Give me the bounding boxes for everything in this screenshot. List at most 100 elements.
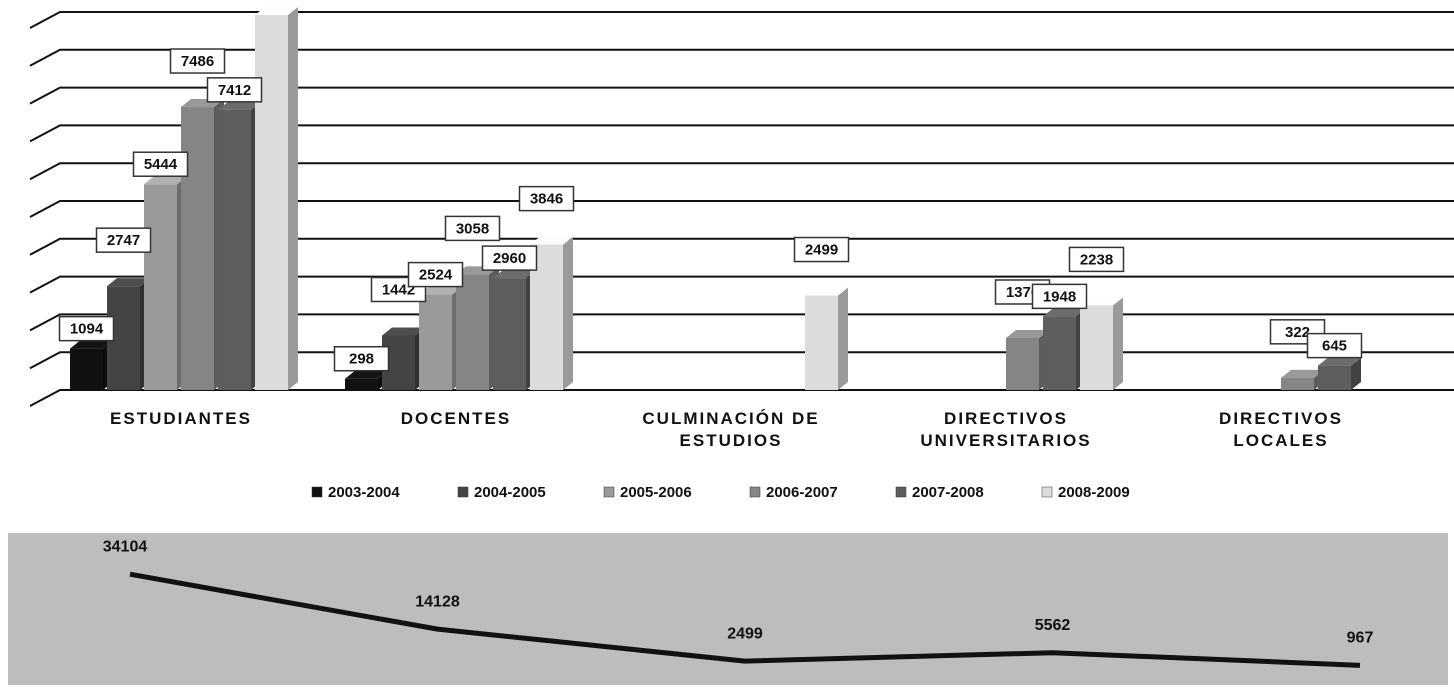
value-label: 322: [1285, 324, 1310, 341]
bar-top: [144, 176, 187, 185]
bar: [255, 14, 288, 390]
value-label: 645: [1322, 338, 1347, 355]
bar-top: [530, 236, 573, 245]
legend-swatch: [457, 486, 469, 498]
value-label: 34104: [103, 538, 148, 555]
legend-label: 2005-2006: [620, 484, 692, 501]
value-label: 7412: [218, 82, 251, 99]
value-label: 7486: [181, 53, 214, 70]
grid-line: [29, 237, 1454, 256]
bar: [419, 294, 452, 390]
bar-top: [1043, 308, 1086, 317]
bar-top: [382, 327, 425, 336]
bar: [1318, 365, 1351, 390]
value-label-box: [1306, 332, 1363, 359]
value-label-box: [518, 185, 575, 212]
value-label-box: [333, 345, 390, 372]
legend-swatch: [1041, 486, 1053, 498]
bar: [144, 184, 177, 390]
bar-side: [1351, 357, 1361, 390]
value-label: 5562: [1035, 617, 1071, 634]
legend-swatch: [895, 486, 907, 498]
value-label: 3846: [530, 191, 563, 208]
grid-line: [29, 48, 1454, 67]
bar-top: [218, 101, 261, 110]
bar: [1080, 305, 1113, 390]
value-label-box: [206, 77, 263, 103]
grid-line: [29, 162, 1454, 181]
x-tick-label: ESTUDIANTES: [110, 409, 252, 428]
grid-line: [29, 11, 1454, 29]
bar: [1006, 337, 1039, 390]
bar-top: [70, 340, 113, 349]
bar: [1043, 316, 1076, 390]
legend-label: 2003-2004: [328, 484, 400, 501]
value-label: 1948: [1043, 288, 1076, 305]
legend-swatch: [311, 486, 323, 498]
bar: [345, 378, 378, 390]
grid-line: [29, 200, 1454, 218]
legend-label: 2007-2008: [912, 484, 984, 501]
value-label-box: [793, 236, 850, 263]
bar: [1281, 377, 1314, 390]
value-label-box: [407, 261, 464, 288]
bar: [218, 109, 251, 390]
value-label-box: [132, 151, 189, 177]
bar: [181, 107, 214, 390]
x-tick-label: DIRECTIVOS LOCALES: [1219, 409, 1343, 450]
bar-top: [805, 287, 848, 296]
bar-top: [255, 6, 298, 15]
bar: [456, 274, 489, 390]
value-label: 3058: [456, 220, 489, 237]
legend-swatch: [749, 486, 761, 498]
value-label: 2499: [805, 242, 838, 259]
value-label-box: [481, 245, 538, 271]
grid-line: [29, 124, 1454, 143]
x-tick-label: DOCENTES: [400, 409, 512, 428]
value-label: 298: [349, 351, 374, 368]
grid-line: [29, 86, 1454, 105]
bar: [493, 278, 526, 390]
legend-label: 2004-2005: [474, 484, 546, 501]
legend-label: 2006-2007: [766, 484, 838, 501]
bar-side: [1113, 297, 1123, 390]
value-label: 2238: [1080, 251, 1113, 268]
grid-line: [29, 389, 1454, 407]
value-label-box: [1068, 246, 1125, 273]
bar-top: [1080, 297, 1123, 306]
x-tick-label: DIRECTIVOS UNIVERSITARIOS: [920, 409, 1092, 450]
line: [129, 571, 1361, 668]
value-label-box: [95, 227, 152, 253]
value-label: 1376: [1006, 284, 1039, 301]
bar: [70, 348, 103, 390]
value-label: 2524: [419, 267, 453, 284]
value-label: 2747: [107, 232, 140, 249]
bar: [805, 295, 838, 390]
bar-side: [288, 6, 298, 390]
value-label-box: [58, 315, 115, 342]
bar-side: [563, 236, 573, 390]
value-label-box: [1031, 283, 1088, 310]
legend-label: 2008-2009: [1058, 484, 1130, 501]
value-label-box: [169, 48, 226, 74]
value-label: 967: [1347, 630, 1374, 647]
value-label: 1094: [70, 321, 104, 338]
value-label: 1442: [382, 281, 415, 298]
value-label: 2499: [727, 625, 763, 642]
legend-swatch: [603, 486, 615, 498]
grid-line: [29, 351, 1454, 370]
bar-top: [107, 278, 150, 287]
bar-top: [419, 286, 462, 295]
grid-line: [29, 313, 1454, 332]
bar-side: [838, 287, 848, 390]
bar-top: [1318, 357, 1361, 366]
value-label: 14128: [415, 593, 460, 610]
bar-top: [1006, 329, 1049, 338]
bar-top: [345, 370, 388, 379]
value-label: 2960: [493, 250, 526, 267]
value-label: 5444: [144, 156, 178, 173]
bar-top: [493, 270, 536, 279]
x-tick-label: CULMINACIÓN DE ESTUDIOS: [642, 409, 820, 450]
value-label-box: [444, 215, 501, 242]
